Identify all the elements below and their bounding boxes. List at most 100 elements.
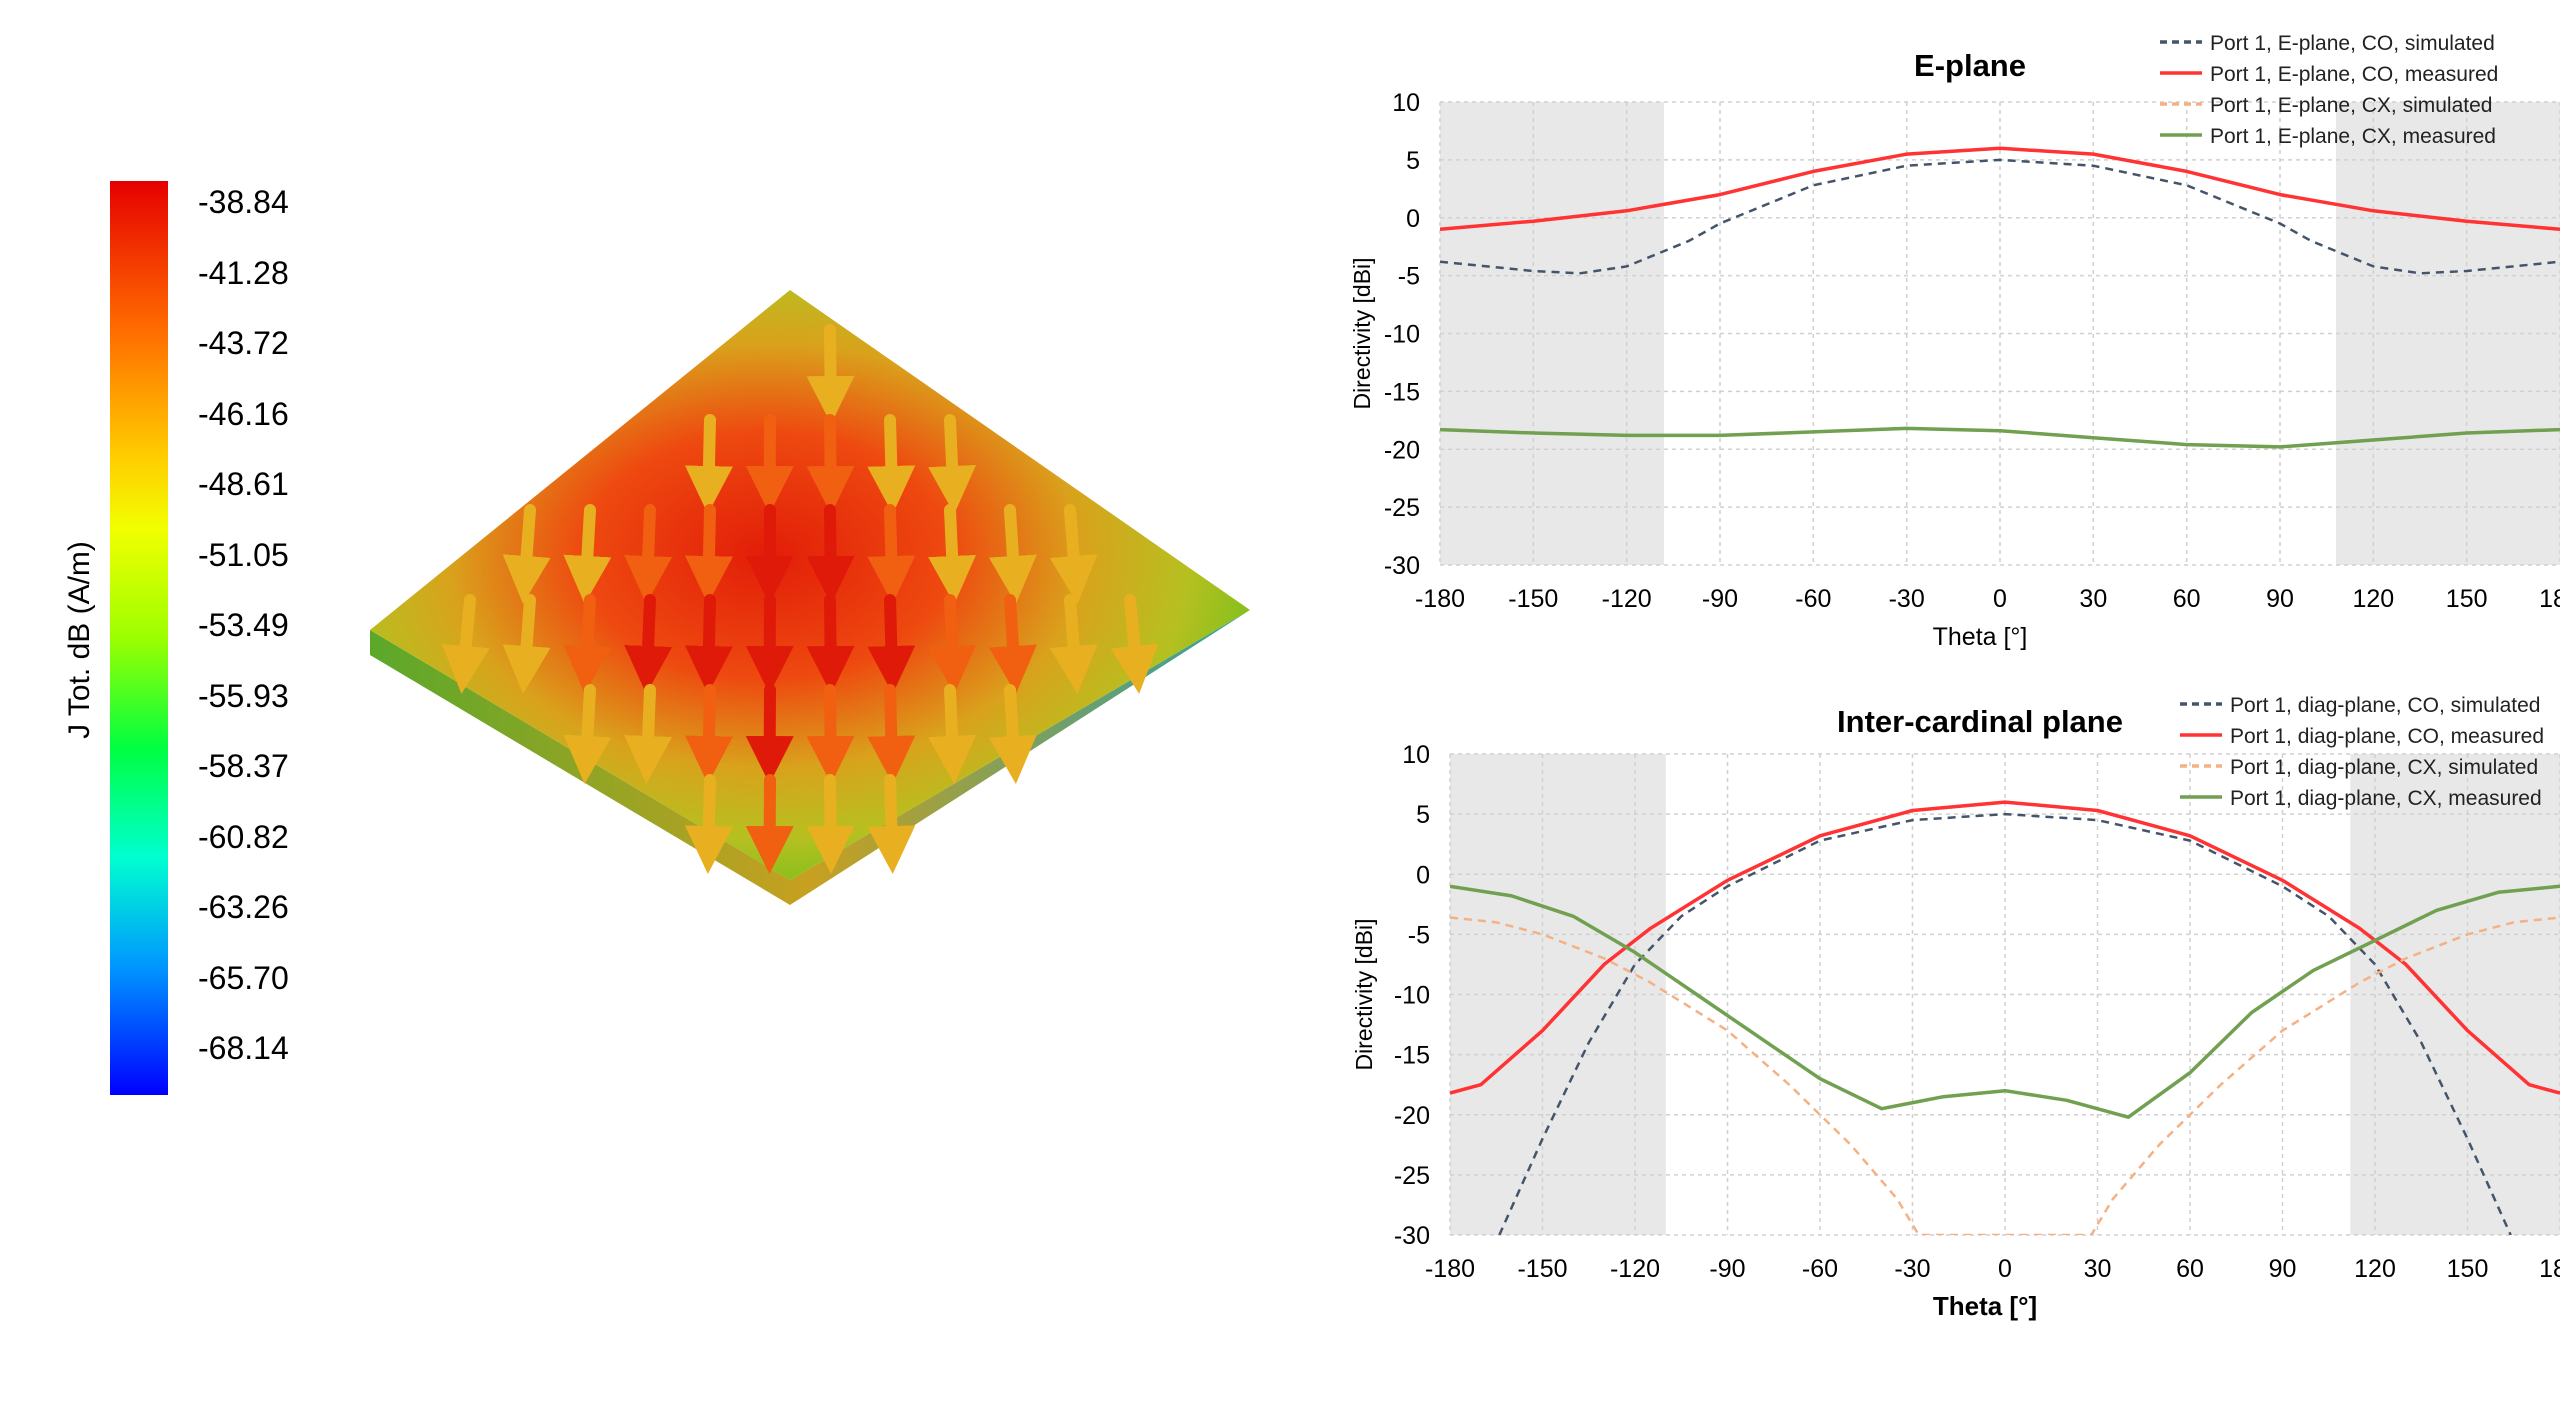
current-arrow bbox=[806, 774, 855, 874]
inter-cardinal-chart: -180-150-120-90-60-300306090120150180105… bbox=[1351, 694, 2560, 1321]
x-tick-label: 90 bbox=[2269, 1255, 2297, 1283]
x-tick-label: -150 bbox=[1517, 1255, 1567, 1283]
colorbar-tick-label: -38.84 bbox=[198, 184, 289, 220]
colorbar-title: J Tot. dB (A/m) bbox=[63, 541, 96, 739]
y-tick-label: -25 bbox=[1394, 1162, 1430, 1190]
current-arrow bbox=[684, 684, 733, 784]
current-arrow bbox=[806, 684, 855, 784]
colorbar-tick-label: -46.16 bbox=[198, 395, 289, 432]
current-arrow bbox=[988, 504, 1037, 604]
x-tick-label: -180 bbox=[1415, 585, 1465, 613]
current-arrow bbox=[867, 774, 916, 874]
current-arrow bbox=[441, 594, 490, 694]
current-arrow bbox=[502, 594, 551, 694]
legend-label: Port 1, E-plane, CO, simulated bbox=[2210, 32, 2495, 55]
current-arrow bbox=[928, 594, 977, 694]
current-arrow bbox=[684, 414, 733, 514]
current-arrow bbox=[988, 594, 1037, 694]
legend-label: Port 1, diag-plane, CX, simulated bbox=[2230, 756, 2538, 779]
current-arrow bbox=[1110, 594, 1159, 694]
current-arrow bbox=[684, 594, 733, 694]
current-arrow bbox=[563, 684, 612, 784]
y-tick-label: 10 bbox=[1392, 89, 1420, 117]
y-tick-label: -25 bbox=[1384, 494, 1420, 522]
colorbar-tick-label: -63.26 bbox=[198, 889, 289, 925]
y-tick-label: 0 bbox=[1416, 861, 1430, 889]
x-tick-label: 0 bbox=[1998, 1255, 2012, 1283]
current-arrow bbox=[928, 684, 977, 784]
legend-label: Port 1, diag-plane, CO, simulated bbox=[2230, 694, 2541, 717]
x-tick-label: -30 bbox=[1894, 1255, 1930, 1283]
current-arrow bbox=[806, 594, 855, 694]
current-arrow bbox=[867, 504, 916, 604]
x-tick-label: -90 bbox=[1702, 585, 1738, 613]
current-arrow bbox=[624, 594, 673, 694]
legend-label: Port 1, diag-plane, CX, measured bbox=[2230, 787, 2542, 810]
x-tick-label: -120 bbox=[1602, 585, 1652, 613]
x-tick-label: 180 bbox=[2539, 1255, 2560, 1283]
current-arrow bbox=[563, 594, 612, 694]
colorbar-tick-label: -68.14 bbox=[198, 1030, 289, 1066]
legend-label: Port 1, E-plane, CX, simulated bbox=[2210, 94, 2492, 117]
y-tick-label: 10 bbox=[1402, 741, 1430, 769]
current-arrow bbox=[806, 504, 855, 604]
colorbar-tick-label: -48.61 bbox=[198, 466, 289, 502]
x-tick-label: -90 bbox=[1709, 1255, 1745, 1283]
current-arrow bbox=[988, 684, 1037, 784]
colorbar-tick-label: -43.72 bbox=[198, 325, 289, 361]
y-tick-label: -5 bbox=[1398, 263, 1420, 291]
x-axis-label: Theta [°] bbox=[1933, 623, 2028, 651]
x-tick-label: -60 bbox=[1795, 585, 1831, 613]
x-tick-label: -120 bbox=[1610, 1255, 1660, 1283]
current-arrow bbox=[806, 324, 855, 424]
current-arrow bbox=[502, 504, 551, 604]
colorbar-tick-label: -41.28 bbox=[198, 254, 289, 291]
y-tick-label: -30 bbox=[1394, 1222, 1430, 1250]
y-axis-label: Directivity [dBi] bbox=[1351, 918, 1377, 1070]
x-tick-label: 90 bbox=[2266, 585, 2294, 613]
x-tick-label: 0 bbox=[1993, 585, 2007, 613]
colorbar-tick-label: -65.70 bbox=[198, 959, 289, 996]
x-tick-label: -180 bbox=[1425, 1255, 1475, 1283]
e-plane-chart: -180-150-120-90-60-300306090120150180105… bbox=[1349, 32, 2560, 651]
y-tick-label: -30 bbox=[1384, 552, 1420, 580]
colorbar-tick-label: -51.05 bbox=[198, 536, 289, 573]
y-tick-label: 5 bbox=[1416, 801, 1430, 829]
legend-label: Port 1, E-plane, CO, measured bbox=[2210, 63, 2498, 86]
current-arrow bbox=[684, 504, 733, 604]
colorbar-tick-label: -60.82 bbox=[198, 818, 289, 855]
x-tick-label: 150 bbox=[2447, 1255, 2489, 1283]
x-tick-label: 60 bbox=[2173, 585, 2201, 613]
series-line bbox=[1440, 158, 2560, 275]
colorbar-tick-label: -53.49 bbox=[198, 607, 289, 643]
current-arrow bbox=[867, 684, 916, 784]
current-arrow bbox=[684, 774, 733, 874]
current-arrow bbox=[624, 684, 673, 784]
x-tick-label: 30 bbox=[2084, 1255, 2112, 1283]
current-arrow bbox=[928, 504, 977, 604]
x-tick-label: 120 bbox=[2352, 585, 2394, 613]
y-tick-label: -15 bbox=[1394, 1042, 1430, 1070]
current-arrow bbox=[928, 414, 977, 514]
x-tick-label: 60 bbox=[2176, 1255, 2204, 1283]
series-line bbox=[1498, 812, 2512, 1235]
y-tick-label: -20 bbox=[1384, 436, 1420, 464]
colorbar-gradient bbox=[110, 181, 168, 1095]
series-line bbox=[1440, 146, 2560, 232]
series-line bbox=[1450, 916, 2560, 1235]
plate-geometry bbox=[370, 290, 1250, 905]
current-arrow bbox=[1049, 594, 1098, 694]
y-tick-label: -10 bbox=[1384, 321, 1420, 349]
y-tick-label: -5 bbox=[1408, 921, 1430, 949]
colorbar-tick-label: -55.93 bbox=[198, 677, 289, 714]
x-tick-label: 180 bbox=[2539, 585, 2560, 613]
current-arrow bbox=[867, 414, 916, 514]
x-tick-label: -150 bbox=[1508, 585, 1558, 613]
series-line bbox=[1450, 800, 2560, 1095]
current-arrow bbox=[1049, 504, 1098, 604]
series-line bbox=[1440, 426, 2560, 449]
y-axis-label: Directivity [dBi] bbox=[1349, 257, 1375, 409]
legend-label: Port 1, diag-plane, CO, measured bbox=[2230, 725, 2544, 748]
current-arrows bbox=[441, 324, 1159, 874]
y-tick-label: -15 bbox=[1384, 378, 1420, 406]
